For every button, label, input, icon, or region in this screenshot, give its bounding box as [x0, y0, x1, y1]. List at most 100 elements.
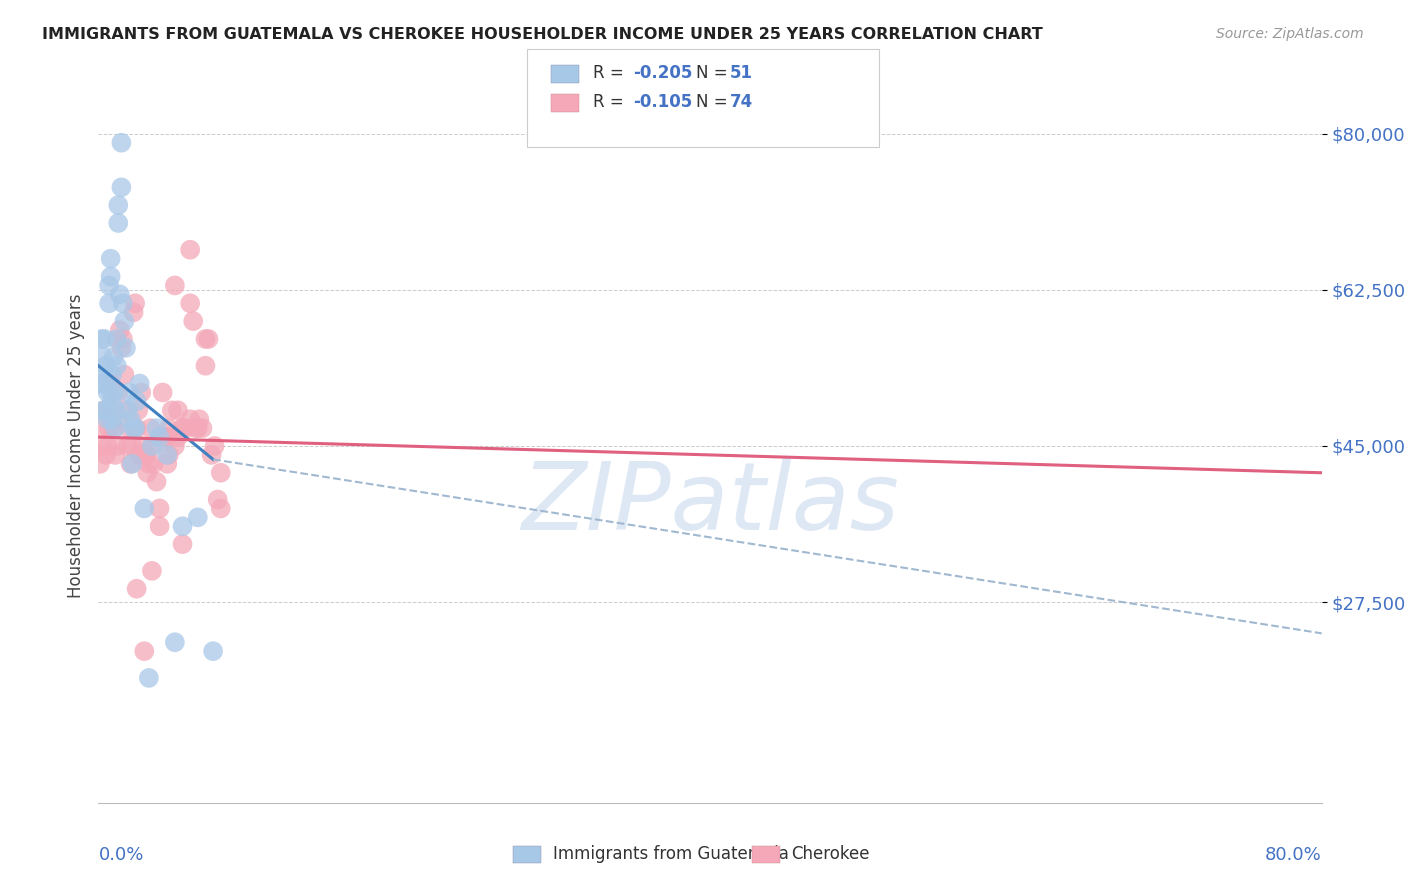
Point	[179, 412, 201, 426]
Point	[156, 457, 179, 471]
Point	[129, 385, 152, 400]
Point	[152, 385, 174, 400]
Point	[187, 510, 209, 524]
Point	[157, 421, 180, 435]
Point	[100, 385, 122, 400]
Point	[163, 439, 186, 453]
Point	[103, 385, 125, 400]
Point	[107, 216, 129, 230]
Point	[100, 376, 122, 391]
Point	[110, 341, 132, 355]
Text: -0.105: -0.105	[633, 93, 692, 111]
Point	[163, 278, 186, 293]
Point	[128, 376, 150, 391]
Point	[204, 439, 226, 453]
Point	[107, 385, 129, 400]
Point	[100, 252, 122, 266]
Point	[110, 180, 132, 194]
Point	[138, 457, 160, 471]
Point	[117, 439, 139, 453]
Point	[112, 368, 135, 382]
Point	[197, 332, 219, 346]
Point	[108, 323, 131, 337]
Text: IMMIGRANTS FROM GUATEMALA VS CHEROKEE HOUSEHOLDER INCOME UNDER 25 YEARS CORRELAT: IMMIGRANTS FROM GUATEMALA VS CHEROKEE HO…	[42, 27, 1043, 42]
Point	[100, 269, 122, 284]
Point	[104, 421, 127, 435]
Point	[172, 421, 194, 435]
Point	[149, 519, 172, 533]
Point	[90, 332, 112, 346]
Text: 51: 51	[730, 64, 752, 82]
Point	[179, 296, 201, 310]
Point	[160, 403, 183, 417]
Point	[97, 385, 120, 400]
Point	[101, 412, 124, 426]
Point	[103, 350, 125, 364]
Point	[125, 421, 148, 435]
Point	[149, 501, 172, 516]
Point	[118, 385, 141, 400]
Point	[118, 421, 141, 435]
Point	[107, 198, 129, 212]
Point	[209, 466, 232, 480]
Point	[111, 332, 134, 346]
Point	[103, 421, 125, 435]
Point	[145, 475, 167, 489]
Point	[167, 403, 190, 417]
Point	[145, 421, 167, 435]
Point	[127, 403, 149, 417]
Point	[157, 448, 180, 462]
Point	[98, 278, 121, 293]
Point	[101, 394, 124, 409]
Point	[111, 296, 134, 310]
Text: R =: R =	[593, 93, 630, 111]
Point	[117, 403, 139, 417]
Point	[202, 644, 225, 658]
Point	[120, 412, 142, 426]
Point	[97, 439, 120, 453]
Point	[134, 448, 156, 462]
Point	[90, 439, 112, 453]
Point	[93, 403, 115, 417]
Point	[105, 359, 128, 373]
Point	[141, 439, 163, 453]
Point	[200, 448, 222, 462]
Text: Source: ZipAtlas.com: Source: ZipAtlas.com	[1216, 27, 1364, 41]
Point	[89, 376, 111, 391]
Point	[125, 582, 148, 596]
Text: 80.0%: 80.0%	[1265, 846, 1322, 863]
Point	[110, 136, 132, 150]
Point	[136, 466, 159, 480]
Point	[172, 421, 194, 435]
Point	[156, 430, 179, 444]
Point	[139, 421, 162, 435]
Point	[172, 537, 194, 551]
Text: ZIPatlas: ZIPatlas	[522, 458, 898, 549]
Point	[115, 403, 138, 417]
Point	[97, 412, 120, 426]
Point	[122, 305, 145, 319]
Point	[141, 564, 163, 578]
Y-axis label: Householder Income Under 25 years: Householder Income Under 25 years	[66, 293, 84, 599]
Point	[98, 296, 121, 310]
Point	[128, 448, 150, 462]
Point	[101, 368, 124, 382]
Point	[100, 403, 122, 417]
Point	[134, 501, 156, 516]
Point	[90, 368, 112, 382]
Point	[181, 314, 204, 328]
Text: 74: 74	[730, 93, 754, 111]
Point	[89, 457, 111, 471]
Text: Immigrants from Guatemala: Immigrants from Guatemala	[553, 845, 789, 863]
Text: R =: R =	[593, 64, 630, 82]
Point	[141, 439, 163, 453]
Point	[163, 635, 186, 649]
Point	[132, 439, 155, 453]
Point	[176, 421, 198, 435]
Point	[187, 421, 209, 435]
Point	[115, 341, 138, 355]
Point	[91, 403, 114, 417]
Point	[105, 439, 128, 453]
Point	[191, 421, 214, 435]
Point	[120, 457, 142, 471]
